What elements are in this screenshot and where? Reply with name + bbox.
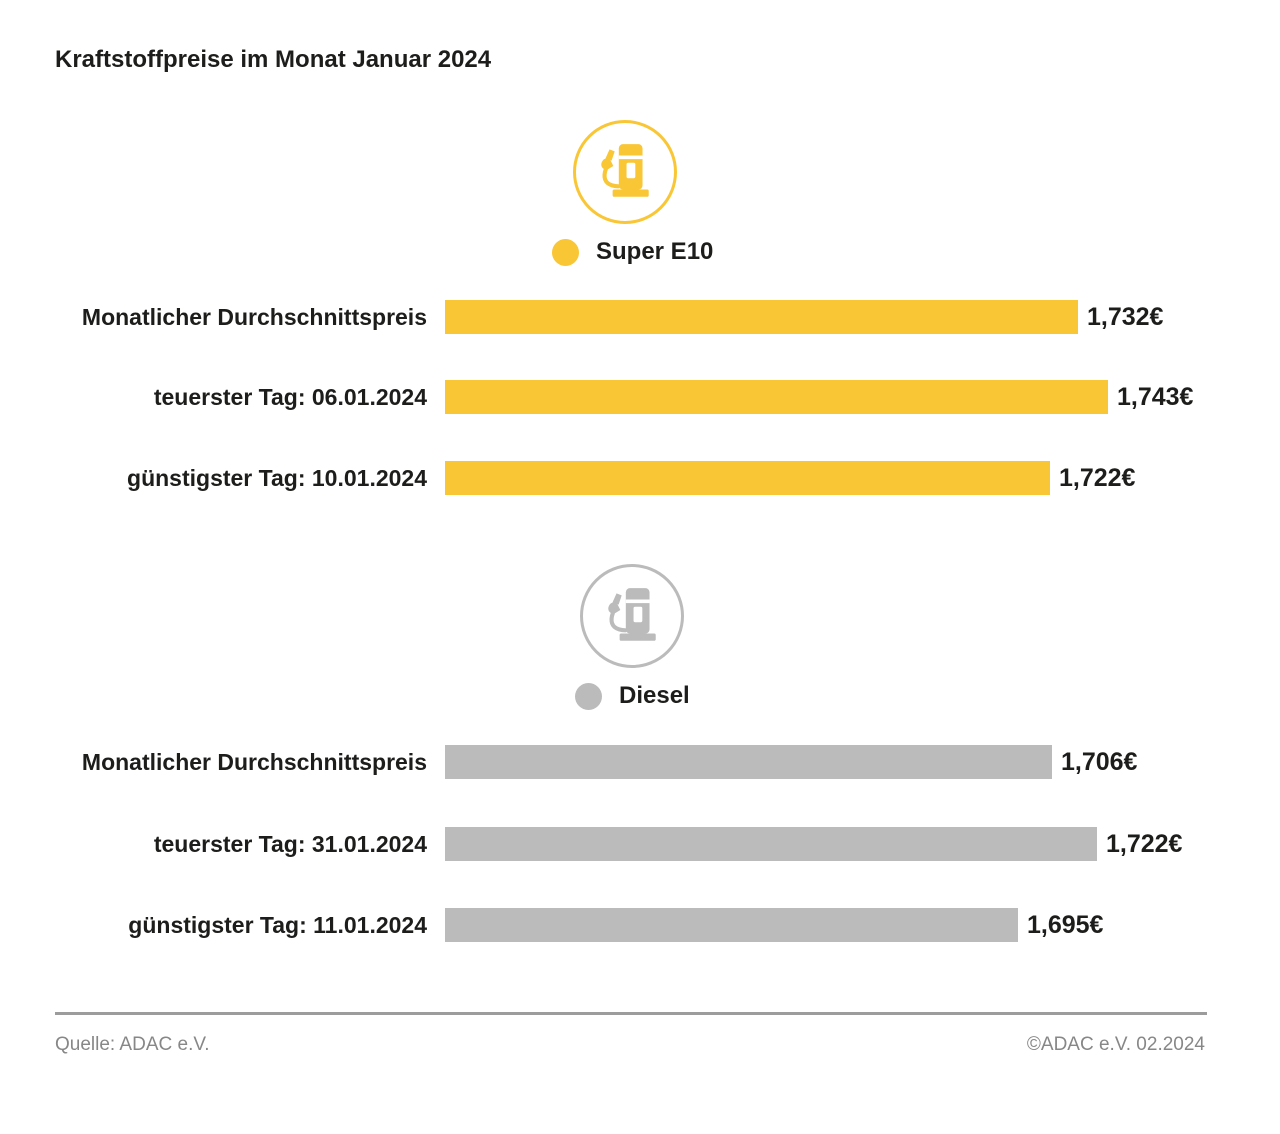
bar-value: 1,722€ bbox=[1106, 829, 1183, 858]
bar-diesel-average bbox=[445, 745, 1052, 779]
bar-row-diesel-average: Monatlicher Durchschnittspreis 1,706€ bbox=[0, 745, 1280, 779]
bar-value: 1,706€ bbox=[1061, 747, 1138, 776]
diesel-pump-badge bbox=[580, 564, 684, 668]
bar-row-diesel-max: teuerster Tag: 31.01.2024 1,722€ bbox=[0, 827, 1280, 861]
bar-label: teuerster Tag: 06.01.2024 bbox=[153, 383, 427, 410]
super-e10-pump-badge bbox=[573, 120, 677, 224]
fuel-pump-icon bbox=[601, 144, 649, 197]
footer-copyright: ©ADAC e.V. 02.2024 bbox=[1026, 1034, 1205, 1055]
diesel-legend: Diesel bbox=[575, 682, 690, 710]
bar-diesel-min bbox=[445, 908, 1018, 942]
bar-value: 1,695€ bbox=[1027, 910, 1104, 939]
bar-value: 1,722€ bbox=[1059, 463, 1136, 492]
bar-row-diesel-min: günstigster Tag: 11.01.2024 1,695€ bbox=[0, 908, 1280, 942]
bar-row-super-min: günstigster Tag: 10.01.2024 1,722€ bbox=[0, 461, 1280, 495]
fuel-pump-icon bbox=[608, 588, 656, 641]
legend-dot bbox=[575, 682, 602, 710]
bar-label: günstigster Tag: 10.01.2024 bbox=[127, 464, 427, 491]
bar-super-min bbox=[445, 461, 1050, 495]
bar-super-average bbox=[445, 300, 1078, 334]
footer-source: Quelle: ADAC e.V. bbox=[55, 1034, 210, 1055]
bar-super-max bbox=[445, 380, 1108, 414]
bar-value: 1,743€ bbox=[1117, 382, 1194, 411]
legend-label: Super E10 bbox=[596, 238, 714, 265]
bar-value: 1,732€ bbox=[1087, 302, 1164, 331]
page-title: Kraftstoffpreise im Monat Januar 2024 bbox=[55, 46, 492, 73]
super-e10-legend: Super E10 bbox=[552, 238, 713, 266]
bar-row-super-average: Monatlicher Durchschnittspreis 1,732€ bbox=[0, 300, 1280, 334]
legend-label: Diesel bbox=[619, 682, 690, 709]
bar-row-super-max: teuerster Tag: 06.01.2024 1,743€ bbox=[0, 380, 1280, 414]
bar-label: teuerster Tag: 31.01.2024 bbox=[153, 830, 427, 857]
bar-diesel-max bbox=[445, 827, 1097, 861]
bar-label: günstigster Tag: 11.01.2024 bbox=[128, 911, 427, 938]
bar-label: Monatlicher Durchschnittspreis bbox=[81, 303, 427, 330]
footer-divider bbox=[55, 1012, 1207, 1015]
legend-dot bbox=[552, 238, 579, 266]
bar-label: Monatlicher Durchschnittspreis bbox=[81, 748, 427, 775]
